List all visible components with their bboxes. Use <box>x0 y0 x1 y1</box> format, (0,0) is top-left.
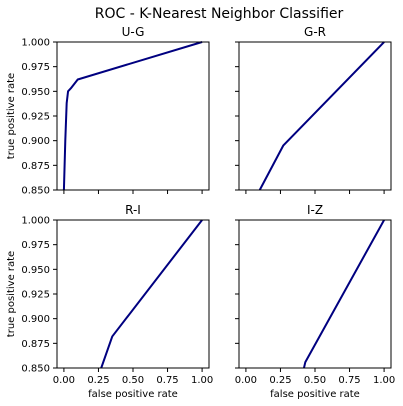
panel-title: G-R <box>304 25 326 39</box>
y-tick-label: 0.950 <box>21 265 50 276</box>
y-tick-label: 0.900 <box>21 136 50 147</box>
panels: U-G 1.000 0.975 0.950 0.925 0.900 0.875 0.850 tr… <box>6 25 395 400</box>
y-tick-label: 0.950 <box>21 87 50 98</box>
y-axis-label: true positive rate <box>6 251 17 337</box>
x-tick-label: 0.00 <box>235 375 257 386</box>
y-tick-label: 0.875 <box>21 339 50 350</box>
x-tick-label: 0.75 <box>338 375 360 386</box>
y-tick-label: 1.000 <box>21 38 50 49</box>
roc-curve-line <box>62 41 203 191</box>
y-tick-label: 0.850 <box>21 186 50 197</box>
x-tick-label: 0.50 <box>122 375 144 386</box>
panel-3: R-I 0.00 0.25 0.50 0.75 1.00 1.000 0.975 0.950 0.… <box>6 203 213 400</box>
x-tick-label: 0.25 <box>269 375 291 386</box>
x-tick-label: 0.25 <box>87 375 109 386</box>
y-tick-label: 0.875 <box>21 161 50 172</box>
roc-curve-line <box>302 219 385 369</box>
panel-2: G-R <box>235 25 392 194</box>
x-tick-label: 1.00 <box>373 375 395 386</box>
y-axis-label: true positive rate <box>6 73 17 159</box>
y-tick-label: 1.000 <box>21 216 50 227</box>
y-tick-label: 0.925 <box>21 112 50 123</box>
panel-title: U-G <box>122 25 145 39</box>
panel-title: I-Z <box>307 203 323 217</box>
x-axis-label: false positive rate <box>270 389 360 400</box>
roc-curve-line <box>100 219 203 369</box>
panel-4: I-Z 0.00 0.25 0.50 0.75 1.00 false positive ra… <box>235 203 395 400</box>
figure-title: ROC - K-Nearest Neighbor Classifier <box>95 6 344 22</box>
y-tick-label: 0.975 <box>21 240 50 251</box>
y-tick-label: 0.900 <box>21 314 50 325</box>
x-tick-label: 0.50 <box>304 375 326 386</box>
x-tick-label: 0.00 <box>53 375 75 386</box>
x-tick-label: 0.75 <box>156 375 178 386</box>
panel-1: U-G 1.000 0.975 0.950 0.925 0.900 0.875 0.850 tr… <box>6 25 210 197</box>
y-tick-label: 0.975 <box>21 62 50 73</box>
panel-title: R-I <box>125 203 141 217</box>
y-tick-label: 0.850 <box>21 364 50 375</box>
x-axis-label: false positive rate <box>88 389 178 400</box>
axes-frame <box>238 41 392 191</box>
y-tick-label: 0.925 <box>21 290 50 301</box>
axes-frame <box>56 41 210 191</box>
x-tick-label: 1.00 <box>191 375 213 386</box>
roc-curve-line <box>258 41 385 191</box>
